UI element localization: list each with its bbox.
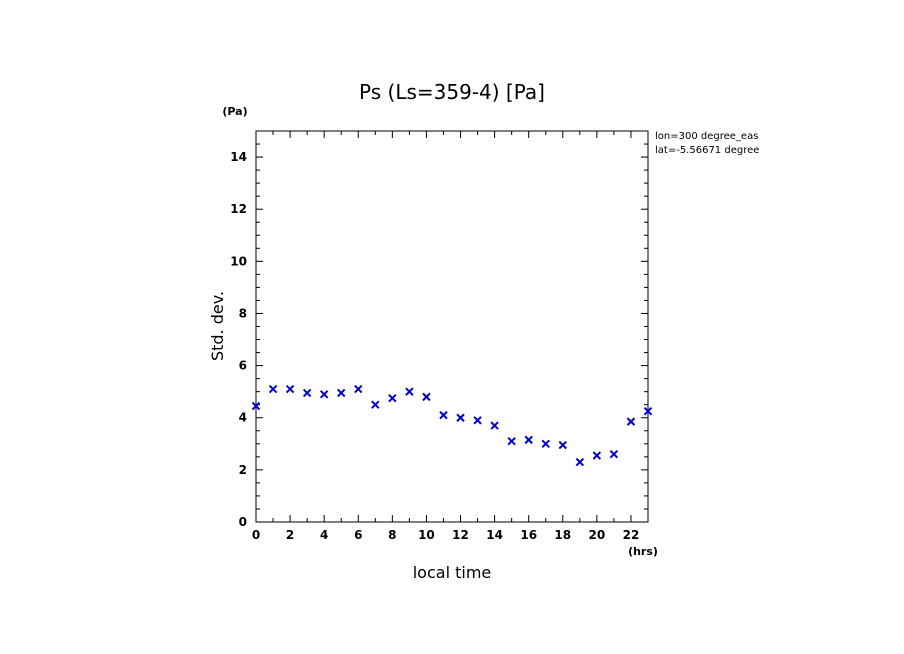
y-axis-label: Std. dev.: [208, 291, 227, 361]
y-tick-label: 0: [239, 515, 247, 529]
data-point: [524, 435, 533, 445]
annotation-lon: lon=300 degree_eas: [655, 131, 758, 142]
annotation-lat: lat=-5.56671 degree: [655, 145, 759, 156]
x-tick-label: 0: [252, 528, 260, 542]
x-unit-label: (hrs): [628, 545, 658, 558]
x-tick-label: 20: [589, 528, 606, 542]
x-tick-label: 2: [286, 528, 294, 542]
data-point: [371, 400, 380, 409]
x-tick-label: 12: [452, 528, 469, 542]
chart-title: Ps (Ls=359-4) [Pa]: [359, 80, 545, 104]
x-tick-label: 6: [354, 528, 362, 542]
data-point: [507, 436, 516, 446]
y-tick-label: 4: [239, 411, 247, 425]
data-point: [354, 384, 363, 394]
data-point: [319, 390, 329, 399]
plot-frame: [255, 130, 649, 523]
data-point: [439, 410, 448, 420]
data-point: [592, 451, 602, 460]
data-point: [285, 384, 295, 394]
data-point: [626, 417, 636, 426]
y-tick-label: 2: [239, 463, 247, 477]
x-tick-label: 4: [320, 528, 328, 542]
x-tick-label: 10: [418, 528, 435, 542]
data-point: [337, 388, 346, 398]
data-point: [251, 401, 261, 411]
data-point: [405, 387, 414, 396]
y-unit-label: (Pa): [222, 105, 247, 118]
data-point: [643, 407, 653, 416]
x-tick-label: 14: [486, 528, 503, 542]
x-tick-label: 16: [520, 528, 537, 542]
data-point: [558, 440, 567, 450]
data-point: [473, 416, 482, 425]
data-point: [575, 457, 585, 467]
data-point: [541, 439, 550, 449]
x-tick-label: 22: [623, 528, 640, 542]
y-tick-label: 12: [230, 202, 247, 216]
data-point: [388, 393, 397, 403]
y-tick-label: 14: [230, 150, 247, 164]
data-point: [609, 450, 619, 459]
y-tick-label: 6: [239, 359, 247, 373]
x-axis-label: local time: [413, 563, 492, 582]
data-point: [490, 421, 499, 430]
data-point: [268, 384, 278, 394]
data-point: [302, 388, 312, 398]
y-tick-label: 10: [230, 254, 247, 268]
data-point: [422, 392, 431, 402]
x-tick-label: 8: [388, 528, 396, 542]
x-tick-label: 18: [554, 528, 571, 542]
data-point: [456, 413, 465, 422]
y-tick-label: 8: [239, 306, 247, 320]
